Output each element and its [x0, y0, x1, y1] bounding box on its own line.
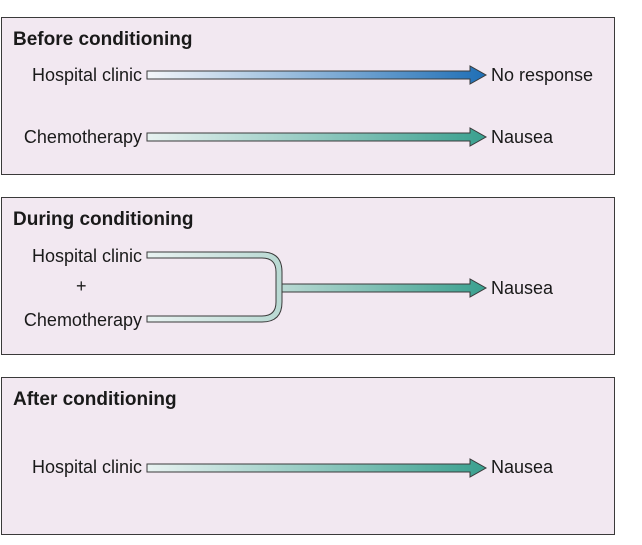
panel-after-conditioning: After conditioning [1, 377, 615, 535]
arrow-chemotherapy-nausea [146, 127, 488, 147]
panel-during-conditioning: During conditioning [1, 197, 615, 355]
arrow-hospital-clinic-no-response [146, 65, 488, 85]
response-nausea-during: Nausea [491, 278, 554, 298]
arrow-hospital-clinic-nausea [146, 458, 488, 478]
stimulus-chemotherapy-during: Chemotherapy [23, 310, 142, 330]
stimulus-hospital-clinic-during: Hospital clinic [31, 246, 142, 266]
stimulus-chemotherapy-before: Chemotherapy [23, 127, 142, 147]
response-nausea-after: Nausea [491, 457, 554, 477]
response-nausea-before: Nausea [491, 127, 554, 147]
panel-before-conditioning: Before conditioning [1, 17, 615, 175]
merge-bracket [146, 251, 283, 323]
panel-title: During conditioning [13, 209, 194, 230]
plus-sign: + [76, 276, 87, 296]
stimulus-hospital-clinic-before: Hospital clinic [31, 65, 142, 85]
response-no-response: No response [491, 65, 594, 85]
arrow-combined-nausea [281, 278, 488, 298]
panel-title: Before conditioning [13, 29, 193, 50]
panel-title: After conditioning [13, 389, 177, 410]
stimulus-hospital-clinic-after: Hospital clinic [31, 457, 142, 477]
